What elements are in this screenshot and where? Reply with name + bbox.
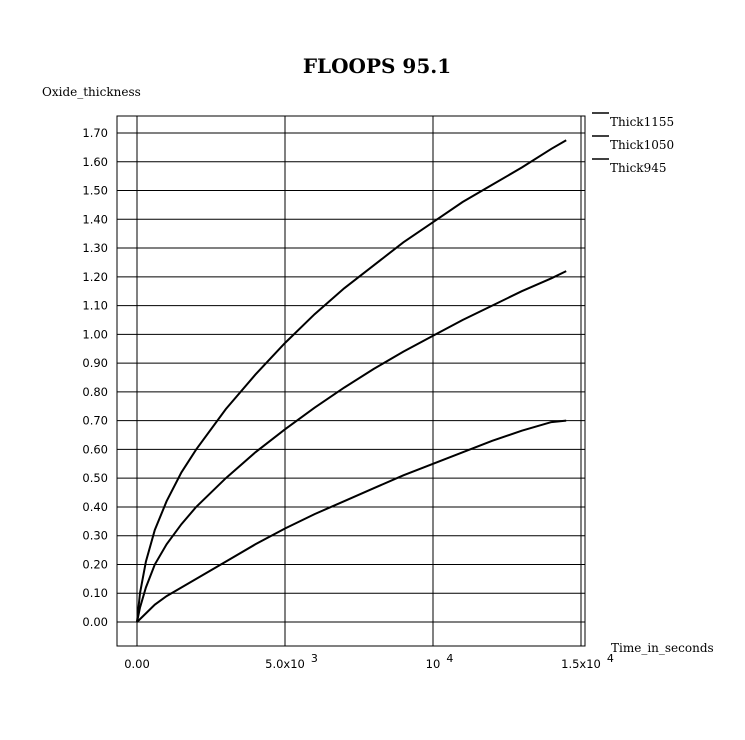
- y-tick-label: 0.90: [82, 356, 108, 370]
- x-tick-exponent: 4: [446, 652, 453, 665]
- x-tick-exponent: 3: [311, 652, 318, 665]
- chart-title: FLOOPS 95.1: [303, 54, 451, 78]
- y-tick-label: 1.60: [82, 155, 108, 169]
- x-tick-labels: 0.00 5.0x10 3 10 4 1.5x10 4: [124, 652, 614, 671]
- y-tick-label: 0.10: [82, 586, 108, 600]
- x-tick-label: 1.5x10: [561, 657, 601, 671]
- grid-lines: [117, 116, 585, 646]
- series-line-thick1155: [136, 139, 567, 623]
- y-tick-label: 1.30: [82, 241, 108, 255]
- x-tick-label: 5.0x10: [265, 657, 305, 671]
- y-tick-label: 1.00: [82, 327, 108, 341]
- y-tick-label: 0.80: [82, 385, 108, 399]
- x-axis-label: Time_in_seconds: [611, 641, 714, 655]
- legend-label: Thick1155: [610, 115, 674, 129]
- y-tick-label: 0.20: [82, 557, 108, 571]
- series-lines: [136, 139, 567, 623]
- series-line-thick945: [136, 419, 567, 623]
- y-axis-label: Oxide_thickness: [42, 85, 141, 99]
- y-tick-label: 0.50: [82, 471, 108, 485]
- y-tick-label: 1.50: [82, 184, 108, 198]
- series-line-thick1050: [136, 270, 567, 623]
- y-tick-label: 1.20: [82, 270, 108, 284]
- y-tick-labels: 0.00 0.10 0.20 0.30 0.40 0.50 0.60 0.70 0.80 0.90…: [82, 126, 108, 629]
- x-tick-label: 0.00: [124, 657, 150, 671]
- y-tick-label: 1.40: [82, 212, 108, 226]
- legend: Thick1155 Thick1050 Thick945: [592, 112, 674, 175]
- y-tick-label: 0.00: [82, 615, 108, 629]
- y-tick-label: 1.10: [82, 299, 108, 313]
- y-tick-label: 0.70: [82, 414, 108, 428]
- legend-label: Thick945: [610, 161, 666, 175]
- y-tick-label: 0.30: [82, 529, 108, 543]
- y-tick-label: 0.40: [82, 500, 108, 514]
- legend-label: Thick1050: [610, 138, 674, 152]
- x-tick-label: 10: [426, 657, 441, 671]
- y-tick-label: 0.60: [82, 442, 108, 456]
- y-tick-label: 1.70: [82, 126, 108, 140]
- x-tick-exponent: 4: [607, 652, 614, 665]
- plot-frame: [116, 115, 586, 647]
